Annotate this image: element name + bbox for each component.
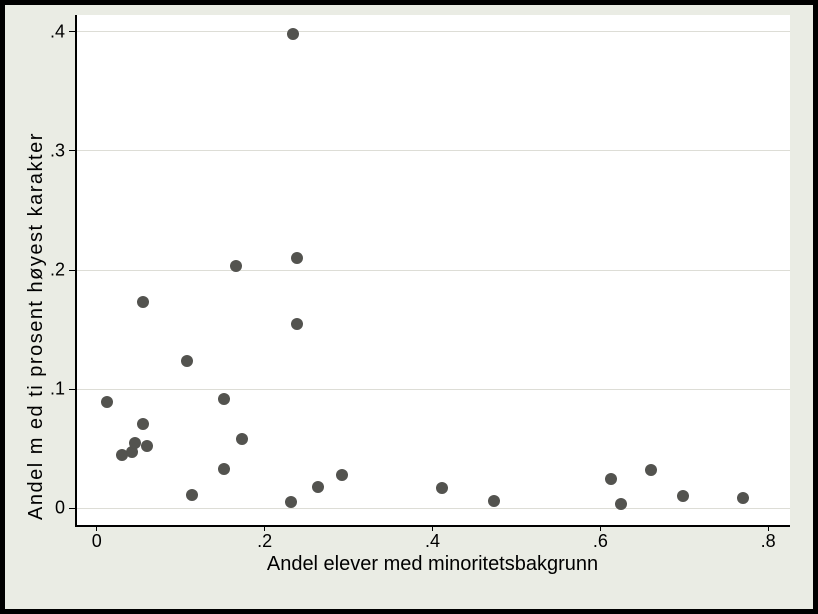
data-point: [291, 252, 303, 264]
data-point: [488, 495, 500, 507]
data-point: [101, 396, 113, 408]
y-tick: [69, 389, 75, 390]
y-tick-label: 0: [55, 498, 65, 519]
data-point: [186, 489, 198, 501]
gridline: [75, 389, 790, 390]
data-point: [436, 482, 448, 494]
y-tick-label: .4: [50, 21, 65, 42]
y-tick: [69, 508, 75, 509]
data-point: [677, 490, 689, 502]
data-point: [230, 260, 242, 272]
x-tick-label: .2: [257, 531, 272, 552]
data-point: [218, 393, 230, 405]
x-tick-label: .8: [761, 531, 776, 552]
y-tick-label: .1: [50, 379, 65, 400]
data-point: [236, 433, 248, 445]
y-tick-label: .3: [50, 140, 65, 161]
gridline: [75, 508, 790, 509]
data-point: [291, 318, 303, 330]
y-tick: [69, 150, 75, 151]
data-point: [129, 437, 141, 449]
data-point: [137, 296, 149, 308]
data-point: [137, 418, 149, 430]
data-point: [645, 464, 657, 476]
data-point: [737, 492, 749, 504]
chart-frame: Andel m ed ti prosent høyest karakter An…: [0, 0, 818, 614]
data-point: [181, 355, 193, 367]
data-point: [615, 498, 627, 510]
x-axis-title: Andel elever med minoritetsbakgrunn: [267, 553, 598, 576]
data-point: [285, 496, 297, 508]
data-point: [287, 28, 299, 40]
data-point: [605, 473, 617, 485]
y-axis-line: [75, 15, 77, 525]
data-point: [312, 481, 324, 493]
y-tick-label: .2: [50, 260, 65, 281]
x-tick-label: .4: [425, 531, 440, 552]
y-tick: [69, 270, 75, 271]
data-point: [336, 469, 348, 481]
x-tick-label: 0: [92, 531, 102, 552]
data-point: [141, 440, 153, 452]
y-tick: [69, 31, 75, 32]
x-tick-label: .6: [593, 531, 608, 552]
y-axis-title: Andel m ed ti prosent høyest karakter: [25, 132, 48, 520]
data-point: [218, 463, 230, 475]
gridline: [75, 150, 790, 151]
gridline: [75, 270, 790, 271]
gridline: [75, 31, 790, 32]
